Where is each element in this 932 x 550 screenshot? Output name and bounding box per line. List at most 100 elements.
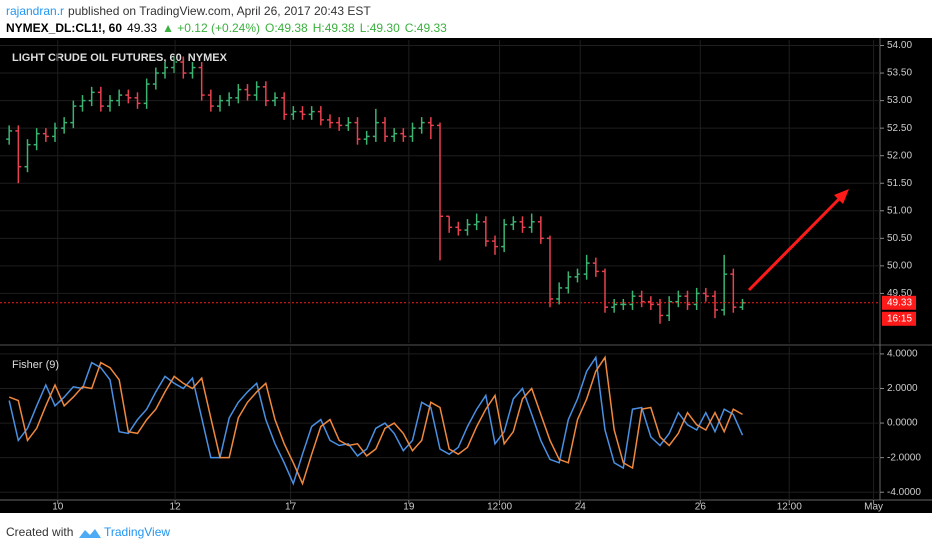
symbol-line: NYMEX_DL:CL1!, 60 49.33 ▲ +0.12 (+0.24%) O:… bbox=[6, 21, 447, 35]
ohlc-bar bbox=[730, 268, 737, 313]
ohlc-bar bbox=[638, 290, 645, 308]
ohlc-bar bbox=[189, 62, 196, 79]
tradingview-logo[interactable]: TradingView bbox=[79, 525, 170, 539]
ohlc-bar bbox=[6, 125, 13, 145]
published: published on TradingView.com, April 26, … bbox=[68, 4, 371, 18]
ohlc-bar bbox=[253, 81, 260, 101]
y-tick-label: 50.50 bbox=[887, 233, 912, 244]
ohlc-bar bbox=[602, 268, 608, 313]
ohlc-bar bbox=[409, 122, 416, 142]
header-line: rajandran.r published on TradingView.com,… bbox=[6, 4, 371, 18]
countdown-box bbox=[882, 311, 916, 326]
fisher-line bbox=[8, 355, 744, 486]
last-price-label: 49.33 bbox=[887, 297, 912, 308]
author[interactable]: rajandran.r bbox=[6, 4, 64, 18]
ohlc-bar bbox=[42, 128, 49, 142]
last: 49.33 bbox=[127, 21, 157, 35]
x-tick-label: 19 bbox=[403, 502, 415, 513]
ohlc-bar bbox=[97, 86, 104, 112]
ohlc-bar bbox=[629, 290, 636, 310]
low: L:49.30 bbox=[360, 21, 400, 35]
fisher-line bbox=[8, 355, 743, 486]
y-tick-label: 53.00 bbox=[887, 95, 912, 106]
ohlc-bar bbox=[528, 213, 535, 233]
high: H:49.38 bbox=[313, 21, 355, 35]
y-tick-label: 4.0000 bbox=[887, 349, 918, 360]
y-tick-label: 53.50 bbox=[887, 68, 912, 79]
ohlc-bar bbox=[620, 298, 627, 310]
ohlc-bar bbox=[244, 84, 251, 101]
pane-title: Fisher (9) bbox=[12, 359, 59, 371]
ohlc-bar bbox=[583, 254, 590, 280]
ohlc-bar bbox=[217, 95, 223, 112]
ohlc-bar bbox=[565, 271, 572, 294]
ohlc-bar bbox=[207, 89, 214, 112]
ohlc-bar bbox=[79, 95, 86, 112]
y-tick-label: 54.00 bbox=[887, 40, 912, 51]
ohlc-bar bbox=[455, 221, 462, 236]
y-tick-label: 0.0000 bbox=[887, 418, 918, 429]
logo-icon[interactable] bbox=[79, 529, 101, 538]
ohlc-bar bbox=[382, 117, 388, 142]
x-tick-label: 12 bbox=[170, 502, 182, 513]
y-tick-label: 51.00 bbox=[887, 205, 912, 216]
arrow-line bbox=[747, 196, 842, 292]
x-tick-label: 26 bbox=[695, 502, 707, 513]
open: O:49.38 bbox=[265, 21, 308, 35]
ohlc-bar bbox=[693, 287, 700, 310]
ohlc-bar bbox=[437, 122, 443, 261]
ohlc-bar bbox=[547, 235, 553, 308]
ohlc-bar bbox=[592, 257, 599, 277]
x-tick-label: May bbox=[864, 502, 883, 513]
y-tick-label: -4.0000 bbox=[887, 487, 921, 498]
ohlc-bar bbox=[427, 117, 434, 140]
ohlc-bar bbox=[400, 128, 407, 142]
y-tick-label: 52.50 bbox=[887, 123, 912, 134]
ohlc-bar bbox=[226, 92, 233, 107]
countdown-label: 16:15 bbox=[887, 313, 912, 324]
ohlc-bar bbox=[556, 282, 563, 305]
ohlc-bar bbox=[180, 56, 187, 79]
ohlc-bar bbox=[70, 100, 77, 129]
ohlc-bar bbox=[372, 108, 379, 142]
change: ▲ +0.12 (+0.24%) bbox=[162, 21, 260, 35]
ohlc-bar bbox=[391, 128, 398, 142]
ohlc-bar bbox=[24, 139, 31, 173]
ohlc-bar bbox=[272, 92, 278, 107]
pane-title: LIGHT CRUDE OIL FUTURES, 60, NYMEX bbox=[12, 52, 228, 64]
ohlc-bar bbox=[492, 235, 498, 255]
y-tick-label: -2.0000 bbox=[887, 452, 921, 463]
y-tick-label: 49.50 bbox=[887, 288, 912, 299]
y-tick-label: 51.50 bbox=[887, 178, 912, 189]
ohlc-bar bbox=[317, 106, 324, 126]
x-tick-label: 12:00 bbox=[777, 502, 802, 513]
ohlc-bar bbox=[675, 290, 682, 308]
ohlc-bar bbox=[116, 89, 123, 107]
ohlc-bar bbox=[464, 219, 471, 236]
ohlc-bar bbox=[363, 130, 370, 145]
ohlc-bar bbox=[446, 215, 453, 233]
ohlc-bar bbox=[15, 125, 22, 184]
ohlc-bar bbox=[345, 117, 352, 131]
x-tick-label: 12:00 bbox=[487, 502, 512, 513]
ohlc-bar bbox=[537, 216, 544, 244]
ohlc-bar bbox=[666, 296, 673, 321]
ohlc-bar bbox=[482, 216, 489, 247]
x-tick-label: 17 bbox=[285, 502, 297, 513]
plot: 49.50 50.00 50.50 51.00 51.50 52.00 52.50 53.00… bbox=[0, 40, 921, 513]
footer-text: Created with bbox=[6, 525, 73, 539]
ohlc-bar bbox=[418, 117, 425, 134]
y-tick-label: 50.00 bbox=[887, 261, 912, 272]
footer-brand[interactable]: TradingView bbox=[104, 525, 170, 539]
ohlc-bar bbox=[354, 117, 361, 145]
ohlc-bar bbox=[501, 219, 508, 253]
x-tick-label: 10 bbox=[52, 502, 64, 513]
ohlc-bar bbox=[299, 106, 306, 120]
y-tick-label: 52.00 bbox=[887, 150, 912, 161]
ohlc-bar bbox=[519, 216, 526, 233]
x-tick-label: 24 bbox=[575, 502, 587, 513]
close: C:49.33 bbox=[405, 21, 447, 35]
ohlc-bar bbox=[235, 84, 242, 104]
